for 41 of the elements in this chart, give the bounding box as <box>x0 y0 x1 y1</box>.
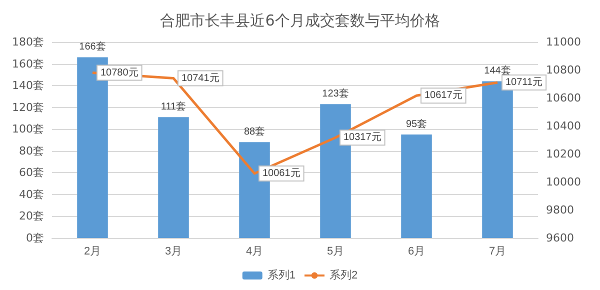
y-tick-label: 20套 <box>19 210 44 223</box>
y-tick-label: 140套 <box>12 79 44 92</box>
data-label: 10741元 <box>182 72 220 84</box>
y2-tick-label: 9600 <box>546 232 574 244</box>
data-label: 10317元 <box>344 132 382 144</box>
data-label: 111套 <box>160 100 186 113</box>
data-label: 10711元 <box>506 76 543 88</box>
y2-tick-label: 10200 <box>546 148 581 160</box>
y2-tick-label: 10800 <box>546 64 581 76</box>
y-tick-label: 0套 <box>26 232 44 244</box>
chart-title: 合肥市长丰县近6个月成交套数与平均价格 <box>160 12 440 30</box>
bar <box>401 134 432 238</box>
data-label: 144套 <box>484 64 511 77</box>
y2-tick-label: 10400 <box>546 120 581 132</box>
x-tick-label: 5月 <box>326 246 344 258</box>
legend-label: 系列2 <box>330 268 358 282</box>
y-tick-label: 60套 <box>19 166 44 180</box>
x-tick-label: 7月 <box>488 246 506 258</box>
data-label: 123套 <box>322 88 349 100</box>
legend-label: 系列1 <box>267 268 296 282</box>
y-tick-label: 160套 <box>12 57 44 70</box>
x-tick-label: 2月 <box>84 246 102 258</box>
y2-tick-label: 9800 <box>546 204 574 216</box>
data-label: 95套 <box>406 118 428 130</box>
y2-tick-label: 10600 <box>546 92 581 104</box>
data-label: 10061元 <box>262 168 300 179</box>
y-tick-label: 120套 <box>12 100 44 114</box>
y-tick-label: 100套 <box>12 122 44 136</box>
y2-tick-label: 10000 <box>546 176 581 188</box>
y-tick-label: 180套 <box>12 36 44 48</box>
data-label: 88套 <box>244 126 266 138</box>
x-tick-label: 3月 <box>164 246 182 258</box>
data-label: 166套 <box>79 40 106 53</box>
y-tick-label: 80套 <box>19 144 44 158</box>
bar <box>158 117 189 238</box>
x-tick-label: 6月 <box>408 246 426 258</box>
y-tick-label: 40套 <box>19 188 44 201</box>
x-tick-label: 4月 <box>246 246 264 258</box>
data-label: 10780元 <box>100 67 138 78</box>
y2-tick-label: 11000 <box>546 36 581 48</box>
data-label: 10617元 <box>424 90 462 102</box>
